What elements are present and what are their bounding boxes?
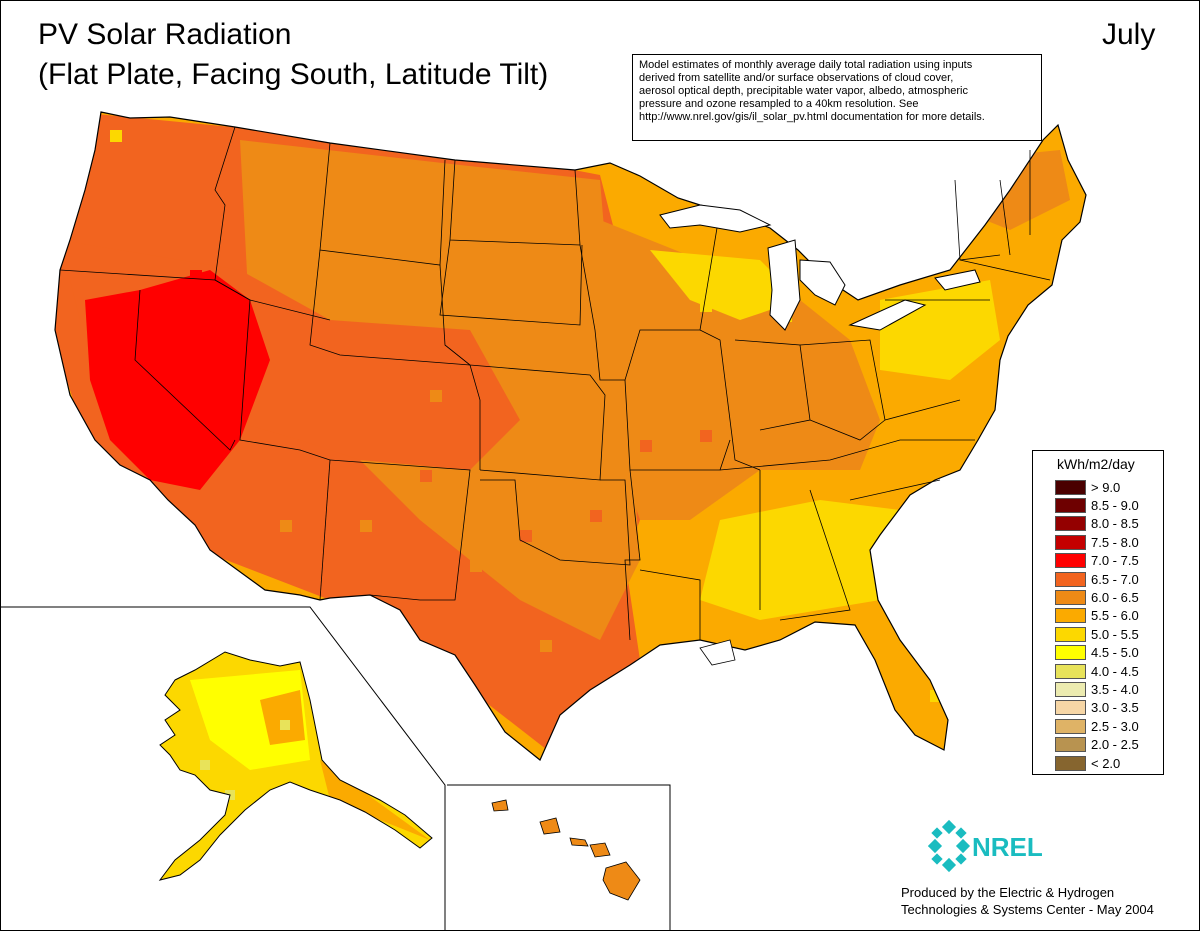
legend-swatch <box>1055 571 1086 587</box>
legend-label: < 2.0 <box>1091 755 1121 771</box>
legend-label: 3.0 - 3.5 <box>1091 700 1139 716</box>
note-line: derived from satellite and/or surface ob… <box>639 72 954 84</box>
map-subtitle: (Flat Plate, Facing South, Latitude Tilt… <box>38 58 549 91</box>
legend-label: 6.5 - 7.0 <box>1091 571 1139 587</box>
legend-swatch <box>1055 497 1086 513</box>
legend-swatch <box>1055 645 1086 661</box>
legend-swatch <box>1055 755 1086 771</box>
model-note: Model estimates of monthly average daily… <box>632 54 1042 141</box>
logo-text: NREL <box>972 832 1043 862</box>
legend-item: 5.0 - 5.5 <box>1055 626 1139 642</box>
legend-swatch <box>1055 479 1086 495</box>
legend-swatch <box>1055 516 1086 532</box>
note-line: http://www.nrel.gov/gis/il_solar_pv.html… <box>639 111 985 123</box>
legend-item: 5.5 - 6.0 <box>1055 608 1139 624</box>
credit: Produced by the Electric & Hydrogen Tech… <box>901 884 1154 918</box>
credit-line: Produced by the Electric & Hydrogen <box>901 885 1115 900</box>
legend-item: 4.0 - 4.5 <box>1055 663 1139 679</box>
conus-map <box>54 111 1087 761</box>
legend: kWh/m2/day > 9.0 8.5 - 9.0 8.0 - 8.5 7.5 - … <box>1032 450 1164 775</box>
legend-item: 6.5 - 7.0 <box>1055 571 1139 587</box>
note-line: pressure and ozone resampled to a 40km r… <box>639 98 919 110</box>
legend-label: > 9.0 <box>1091 479 1121 495</box>
legend-label: 8.0 - 8.5 <box>1091 516 1139 532</box>
legend-label: 4.0 - 4.5 <box>1091 663 1139 679</box>
legend-label: 2.5 - 3.0 <box>1091 718 1139 734</box>
legend-item: > 9.0 <box>1055 479 1120 495</box>
legend-label: 5.5 - 6.0 <box>1091 608 1139 624</box>
month-label: July <box>1102 18 1156 51</box>
legend-item: 8.5 - 9.0 <box>1055 497 1139 513</box>
legend-swatch <box>1055 718 1086 734</box>
state-borders <box>59 126 1051 641</box>
credit-line: Technologies & Systems Center - May 2004 <box>901 902 1154 917</box>
legend-label: 2.0 - 2.5 <box>1091 737 1139 753</box>
legend-item: 3.0 - 3.5 <box>1055 700 1139 716</box>
legend-item: 4.5 - 5.0 <box>1055 645 1139 661</box>
legend-swatch <box>1055 534 1086 550</box>
legend-swatch <box>1055 737 1086 753</box>
legend-item: 8.0 - 8.5 <box>1055 516 1139 532</box>
legend-item: 2.5 - 3.0 <box>1055 718 1139 734</box>
legend-label: 3.5 - 4.0 <box>1091 681 1139 697</box>
legend-item: 3.5 - 4.0 <box>1055 681 1139 697</box>
legend-label: 7.0 - 7.5 <box>1091 553 1139 569</box>
legend-swatch <box>1055 681 1086 697</box>
legend-label: 6.0 - 6.5 <box>1091 589 1139 605</box>
legend-swatch <box>1055 626 1086 642</box>
legend-item: 7.0 - 7.5 <box>1055 553 1139 569</box>
legend-swatch <box>1055 553 1086 569</box>
nrel-logo: NREL <box>928 819 1043 873</box>
note-line: Model estimates of monthly average daily… <box>639 59 973 71</box>
legend-item: 7.5 - 8.0 <box>1055 534 1139 550</box>
legend-swatch <box>1055 663 1086 679</box>
legend-label: 4.5 - 5.0 <box>1091 645 1139 661</box>
great-lakes <box>659 204 981 331</box>
legend-swatch <box>1055 700 1086 716</box>
map-title: PV Solar Radiation <box>38 18 292 51</box>
legend-label: 7.5 - 8.0 <box>1091 534 1139 550</box>
hawaii-inset <box>447 784 671 931</box>
legend-item: 2.0 - 2.5 <box>1055 737 1139 753</box>
legend-label: 8.5 - 9.0 <box>1091 497 1139 513</box>
alaska-inset <box>0 606 446 931</box>
legend-title: kWh/m2/day <box>1057 456 1135 472</box>
legend-item: < 2.0 <box>1055 755 1120 771</box>
legend-swatch <box>1055 589 1086 605</box>
legend-swatch <box>1055 608 1086 624</box>
legend-label: 5.0 - 5.5 <box>1091 626 1139 642</box>
legend-item: 6.0 - 6.5 <box>1055 589 1139 605</box>
note-line: aerosol optical depth, precipitable wate… <box>639 85 968 97</box>
